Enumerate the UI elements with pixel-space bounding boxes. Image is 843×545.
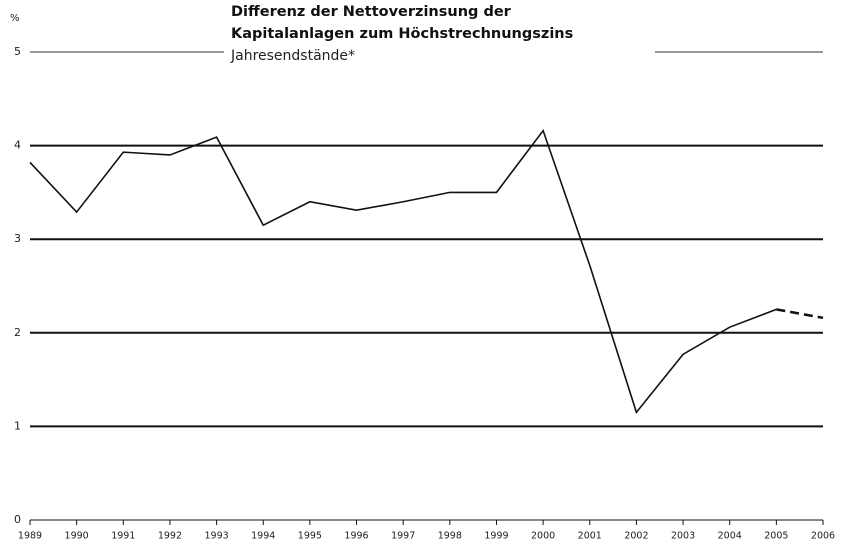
y-axis-label: % [10,13,20,24]
chart-title: Kapitalanlagen zum Höchstrechnungszins [231,26,573,42]
x-tick-label: 1991 [111,531,135,542]
x-tick-label: 2006 [811,531,835,542]
x-tick-label: 1999 [484,531,508,542]
x-tick-label: 2002 [624,531,648,542]
x-tick-label: 1993 [204,531,228,542]
x-tick-label: 2005 [764,531,788,542]
x-tick-label: 2001 [578,531,602,542]
x-tick-label: 2000 [531,531,555,542]
chart-title: Differenz der Nettoverzinsung der [231,4,512,20]
x-tick-label: 1994 [251,531,275,542]
x-tick-label: 1990 [65,531,89,542]
y-tick-label: 4 [14,139,21,152]
y-tick-label: 1 [14,419,21,432]
x-tick-label: 1989 [18,531,42,542]
x-tick-label: 1997 [391,531,415,542]
x-tick-label: 1995 [298,531,322,542]
chart-subtitle: Jahresendstände* [230,48,355,64]
y-tick-label: 5 [14,45,21,58]
y-tick-label: 2 [14,326,21,339]
x-tick-label: 1998 [438,531,462,542]
data-line-dashed [776,308,824,320]
x-tick-label: 2003 [671,531,695,542]
y-tick-label: 0 [14,513,21,526]
x-tick-label: 1992 [158,531,182,542]
x-tick-label: 2004 [718,531,742,542]
x-tick-label: 1996 [344,531,368,542]
y-tick-label: 3 [14,232,21,245]
data-line [29,128,777,415]
